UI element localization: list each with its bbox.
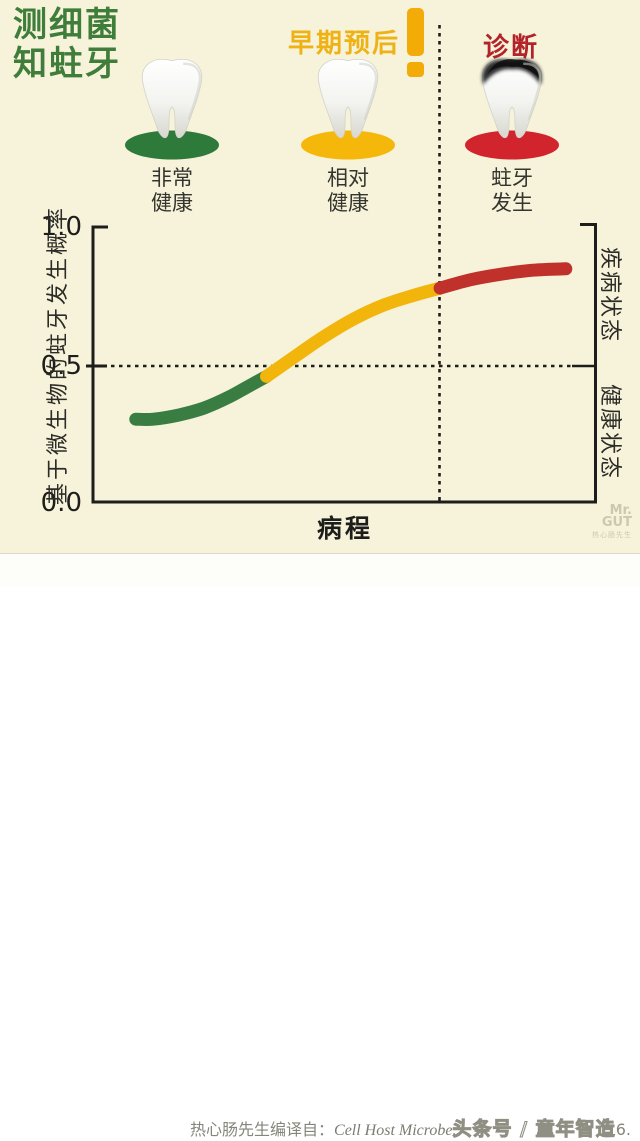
logo-line-small: 热心肠先生 bbox=[592, 531, 632, 539]
watermark-text: 头条号 / 童年智造 bbox=[452, 1118, 616, 1141]
caption-line: 蛀牙 bbox=[491, 166, 533, 190]
status-oval-green bbox=[125, 130, 219, 160]
credit-line: 热心肠先生编译自：Cell Host Microbe.头条号 / 童年智造6. bbox=[190, 1114, 631, 1141]
credit-source: Cell Host Microbe. bbox=[334, 1122, 457, 1139]
exclamation-icon bbox=[407, 8, 424, 56]
tooth-very-healthy-icon bbox=[125, 59, 219, 160]
tooth-shading bbox=[359, 62, 378, 121]
ytick-0.5: 0.5 bbox=[40, 351, 82, 381]
status-oval-red bbox=[465, 130, 559, 160]
stage-early-label: 早期预后 bbox=[287, 29, 400, 59]
footer-strip: 热心肠先生编译自：Cell Host Microbe.头条号 / 童年智造6. bbox=[0, 553, 640, 1141]
y-axis-label: 基于微生物的蛀牙发生概率 bbox=[46, 205, 71, 506]
tooth-shape bbox=[141, 59, 203, 139]
tooth-shading bbox=[183, 62, 202, 121]
caption-caries: 蛀牙 发生 bbox=[452, 166, 572, 216]
caption-very-healthy: 非常 健康 bbox=[112, 166, 232, 216]
page-title-line2: 知蛀牙 bbox=[13, 44, 121, 84]
caption-line: 健康 bbox=[151, 191, 193, 215]
status-oval-yellow bbox=[301, 130, 395, 160]
caption-line: 健康 bbox=[327, 191, 369, 215]
mr-gut-logo: Mr. GUT 热心肠先生 bbox=[592, 503, 632, 541]
risk-curve bbox=[129, 262, 573, 427]
exclamation-icon-dot bbox=[407, 62, 424, 77]
caption-line: 相对 bbox=[327, 166, 369, 190]
tooth-shape bbox=[317, 59, 379, 139]
caption-line: 发生 bbox=[491, 191, 533, 215]
curve-segment-red bbox=[433, 262, 573, 295]
tooth-relatively-healthy-icon bbox=[301, 59, 395, 160]
right-label-health-state: 健康状态 bbox=[597, 383, 622, 480]
curve-segment-yellow bbox=[260, 281, 447, 383]
tooth-decayed-icon bbox=[465, 59, 559, 160]
caption-relatively-healthy: 相对 健康 bbox=[288, 166, 408, 216]
logo-line: Mr. bbox=[609, 503, 632, 518]
stage-diagnosis-label: 诊断 bbox=[482, 33, 539, 63]
logo-line: GUT bbox=[601, 515, 632, 530]
credit-prefix: 热心肠先生编译自： bbox=[190, 1120, 335, 1139]
caption-line: 非常 bbox=[151, 166, 193, 190]
page-title: 测细菌 知蛀牙 bbox=[13, 6, 121, 84]
tooth-shading bbox=[523, 62, 542, 121]
x-axis-label: 病程 bbox=[316, 514, 373, 543]
ytick-0.0: 0.0 bbox=[40, 488, 82, 518]
curve-segment-green bbox=[129, 369, 273, 427]
risk-chart bbox=[86, 25, 597, 504]
page-title-line1: 测细菌 bbox=[13, 5, 121, 45]
credit-tail: 6. bbox=[615, 1120, 631, 1139]
ytick-1.0: 1.0 bbox=[40, 212, 82, 242]
right-label-disease-state: 疾病状态 bbox=[597, 246, 622, 343]
